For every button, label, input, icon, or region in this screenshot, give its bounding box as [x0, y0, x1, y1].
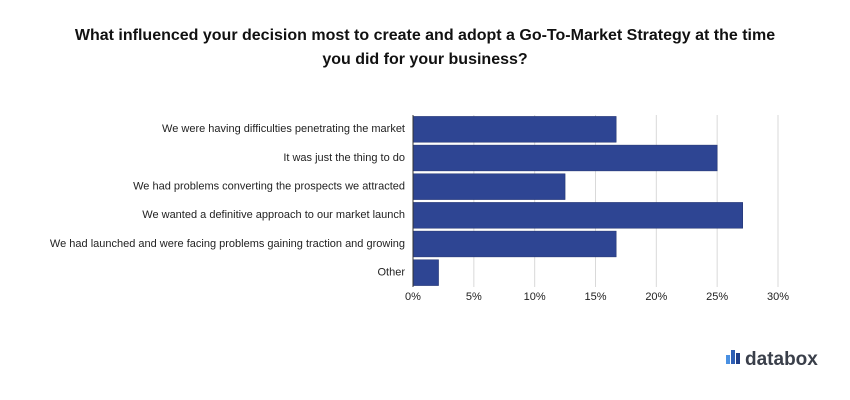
- x-tick-label: 30%: [767, 291, 789, 303]
- x-tick-label: 10%: [524, 291, 546, 303]
- chart-title: What influenced your decision most to cr…: [74, 27, 776, 68]
- logo-icon: [726, 350, 740, 364]
- x-tick-label: 25%: [706, 291, 728, 303]
- logo-text: databox: [745, 349, 818, 370]
- bar: [412, 144, 718, 172]
- y-tick-label: Other: [377, 267, 405, 279]
- y-tick-label: We wanted a definitive approach to our m…: [142, 209, 405, 221]
- y-tick-label: We had launched and were facing problems…: [50, 238, 405, 250]
- y-tick-label: We had problems converting the prospects…: [133, 181, 405, 193]
- bar: [412, 116, 617, 143]
- y-tick-label: It was just the thing to do: [283, 152, 405, 164]
- y-tick-label: We were having difficulties penetrating …: [162, 123, 405, 135]
- x-tick-label: 20%: [645, 291, 667, 303]
- x-tick-label: 15%: [584, 291, 606, 303]
- bar: [412, 259, 439, 286]
- bar: [412, 230, 617, 258]
- bar: [412, 173, 566, 200]
- x-tick-label: 0%: [405, 291, 421, 303]
- bar: [412, 202, 743, 229]
- x-tick-label: 5%: [466, 291, 482, 303]
